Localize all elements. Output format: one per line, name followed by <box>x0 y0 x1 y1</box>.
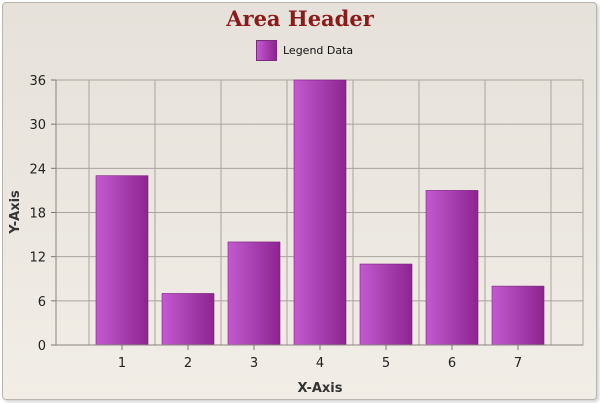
x-tick-label: 6 <box>448 356 456 371</box>
chart-title: Area Header <box>226 6 374 31</box>
bar <box>425 190 479 346</box>
bar <box>293 79 347 346</box>
x-tick-label: 4 <box>316 356 324 371</box>
y-tick-label: 30 <box>29 118 46 133</box>
x-tick-label: 3 <box>250 356 258 371</box>
bar <box>161 293 215 346</box>
legend-label: Legend Data <box>283 43 354 57</box>
x-tick-label: 2 <box>184 356 192 371</box>
y-tick-label: 6 <box>38 295 46 310</box>
y-tick-label: 18 <box>29 207 46 222</box>
y-tick-label: 24 <box>29 162 46 177</box>
x-axis-title: X-Axis <box>298 381 343 396</box>
bar <box>227 241 281 346</box>
y-tick-label: 0 <box>38 339 46 354</box>
y-tick-label: 36 <box>29 74 46 89</box>
y-axis-title: Y-Axis <box>8 190 23 235</box>
legend: Legend Data <box>256 39 353 61</box>
bar <box>359 263 413 346</box>
x-tick-label: 1 <box>118 356 126 371</box>
legend-swatch <box>256 39 277 61</box>
bar <box>491 285 545 346</box>
x-tick-label: 5 <box>382 356 390 371</box>
y-tick-label: 12 <box>29 251 46 266</box>
x-tick-label: 7 <box>514 356 522 371</box>
bar <box>95 175 149 346</box>
bars <box>95 79 545 346</box>
